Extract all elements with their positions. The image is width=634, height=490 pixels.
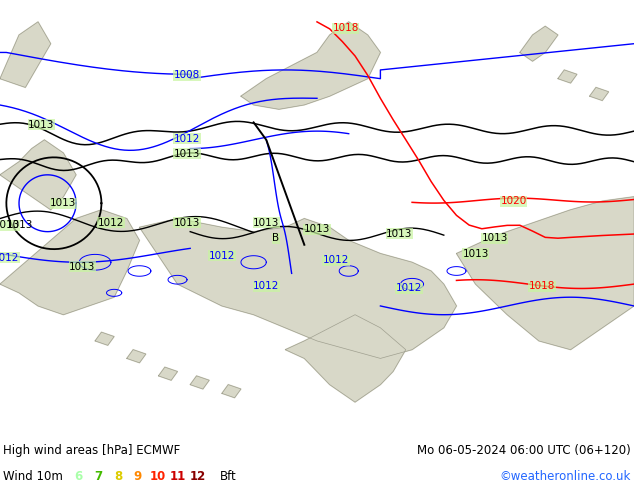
Text: 1012: 1012 bbox=[174, 134, 200, 144]
Text: 9: 9 bbox=[134, 469, 142, 483]
Text: 12: 12 bbox=[190, 469, 206, 483]
Text: ©weatheronline.co.uk: ©weatheronline.co.uk bbox=[500, 469, 631, 483]
Text: 1013: 1013 bbox=[386, 229, 413, 239]
Polygon shape bbox=[285, 315, 406, 402]
Text: 1013: 1013 bbox=[69, 262, 96, 271]
Text: 1013: 1013 bbox=[304, 224, 330, 235]
Polygon shape bbox=[590, 87, 609, 100]
Text: 1008: 1008 bbox=[174, 70, 200, 80]
Text: 1012: 1012 bbox=[209, 251, 235, 261]
Polygon shape bbox=[222, 385, 241, 398]
Text: 1012: 1012 bbox=[253, 281, 280, 291]
Text: 1013: 1013 bbox=[174, 149, 200, 159]
Polygon shape bbox=[0, 210, 139, 315]
Polygon shape bbox=[0, 140, 76, 210]
Text: B: B bbox=[272, 233, 280, 243]
Polygon shape bbox=[95, 332, 114, 345]
Text: 1013: 1013 bbox=[6, 220, 33, 230]
Text: 10: 10 bbox=[150, 469, 166, 483]
Text: 1013: 1013 bbox=[253, 218, 280, 228]
Polygon shape bbox=[139, 219, 456, 358]
Text: 1012: 1012 bbox=[323, 255, 349, 265]
Polygon shape bbox=[127, 350, 146, 363]
Polygon shape bbox=[0, 22, 51, 87]
Polygon shape bbox=[456, 196, 634, 350]
Polygon shape bbox=[158, 367, 178, 380]
Text: 11: 11 bbox=[170, 469, 186, 483]
Polygon shape bbox=[520, 26, 558, 61]
Polygon shape bbox=[241, 22, 380, 109]
Text: 6: 6 bbox=[74, 469, 82, 483]
Text: High wind areas [hPa] ECMWF: High wind areas [hPa] ECMWF bbox=[3, 443, 180, 457]
Text: Wind 10m: Wind 10m bbox=[3, 469, 63, 483]
Text: 1012: 1012 bbox=[0, 253, 20, 263]
Text: 1013: 1013 bbox=[50, 198, 77, 208]
Text: Mo 06-05-2024 06:00 UTC (06+120): Mo 06-05-2024 06:00 UTC (06+120) bbox=[417, 443, 631, 457]
Text: 1013: 1013 bbox=[481, 233, 508, 243]
Text: 1012: 1012 bbox=[98, 218, 124, 228]
Text: 1018: 1018 bbox=[332, 24, 359, 33]
Text: 1018: 1018 bbox=[529, 281, 555, 291]
Text: 1020: 1020 bbox=[500, 196, 527, 206]
Text: 7: 7 bbox=[94, 469, 102, 483]
Text: 1013: 1013 bbox=[28, 120, 55, 129]
Polygon shape bbox=[190, 376, 209, 389]
Text: 1012: 1012 bbox=[396, 284, 422, 294]
Text: Bft: Bft bbox=[220, 469, 236, 483]
Text: 1013: 1013 bbox=[462, 248, 489, 259]
Text: 1013: 1013 bbox=[174, 218, 200, 228]
Text: 0013: 0013 bbox=[0, 220, 20, 230]
Polygon shape bbox=[558, 70, 577, 83]
Text: 8: 8 bbox=[114, 469, 122, 483]
